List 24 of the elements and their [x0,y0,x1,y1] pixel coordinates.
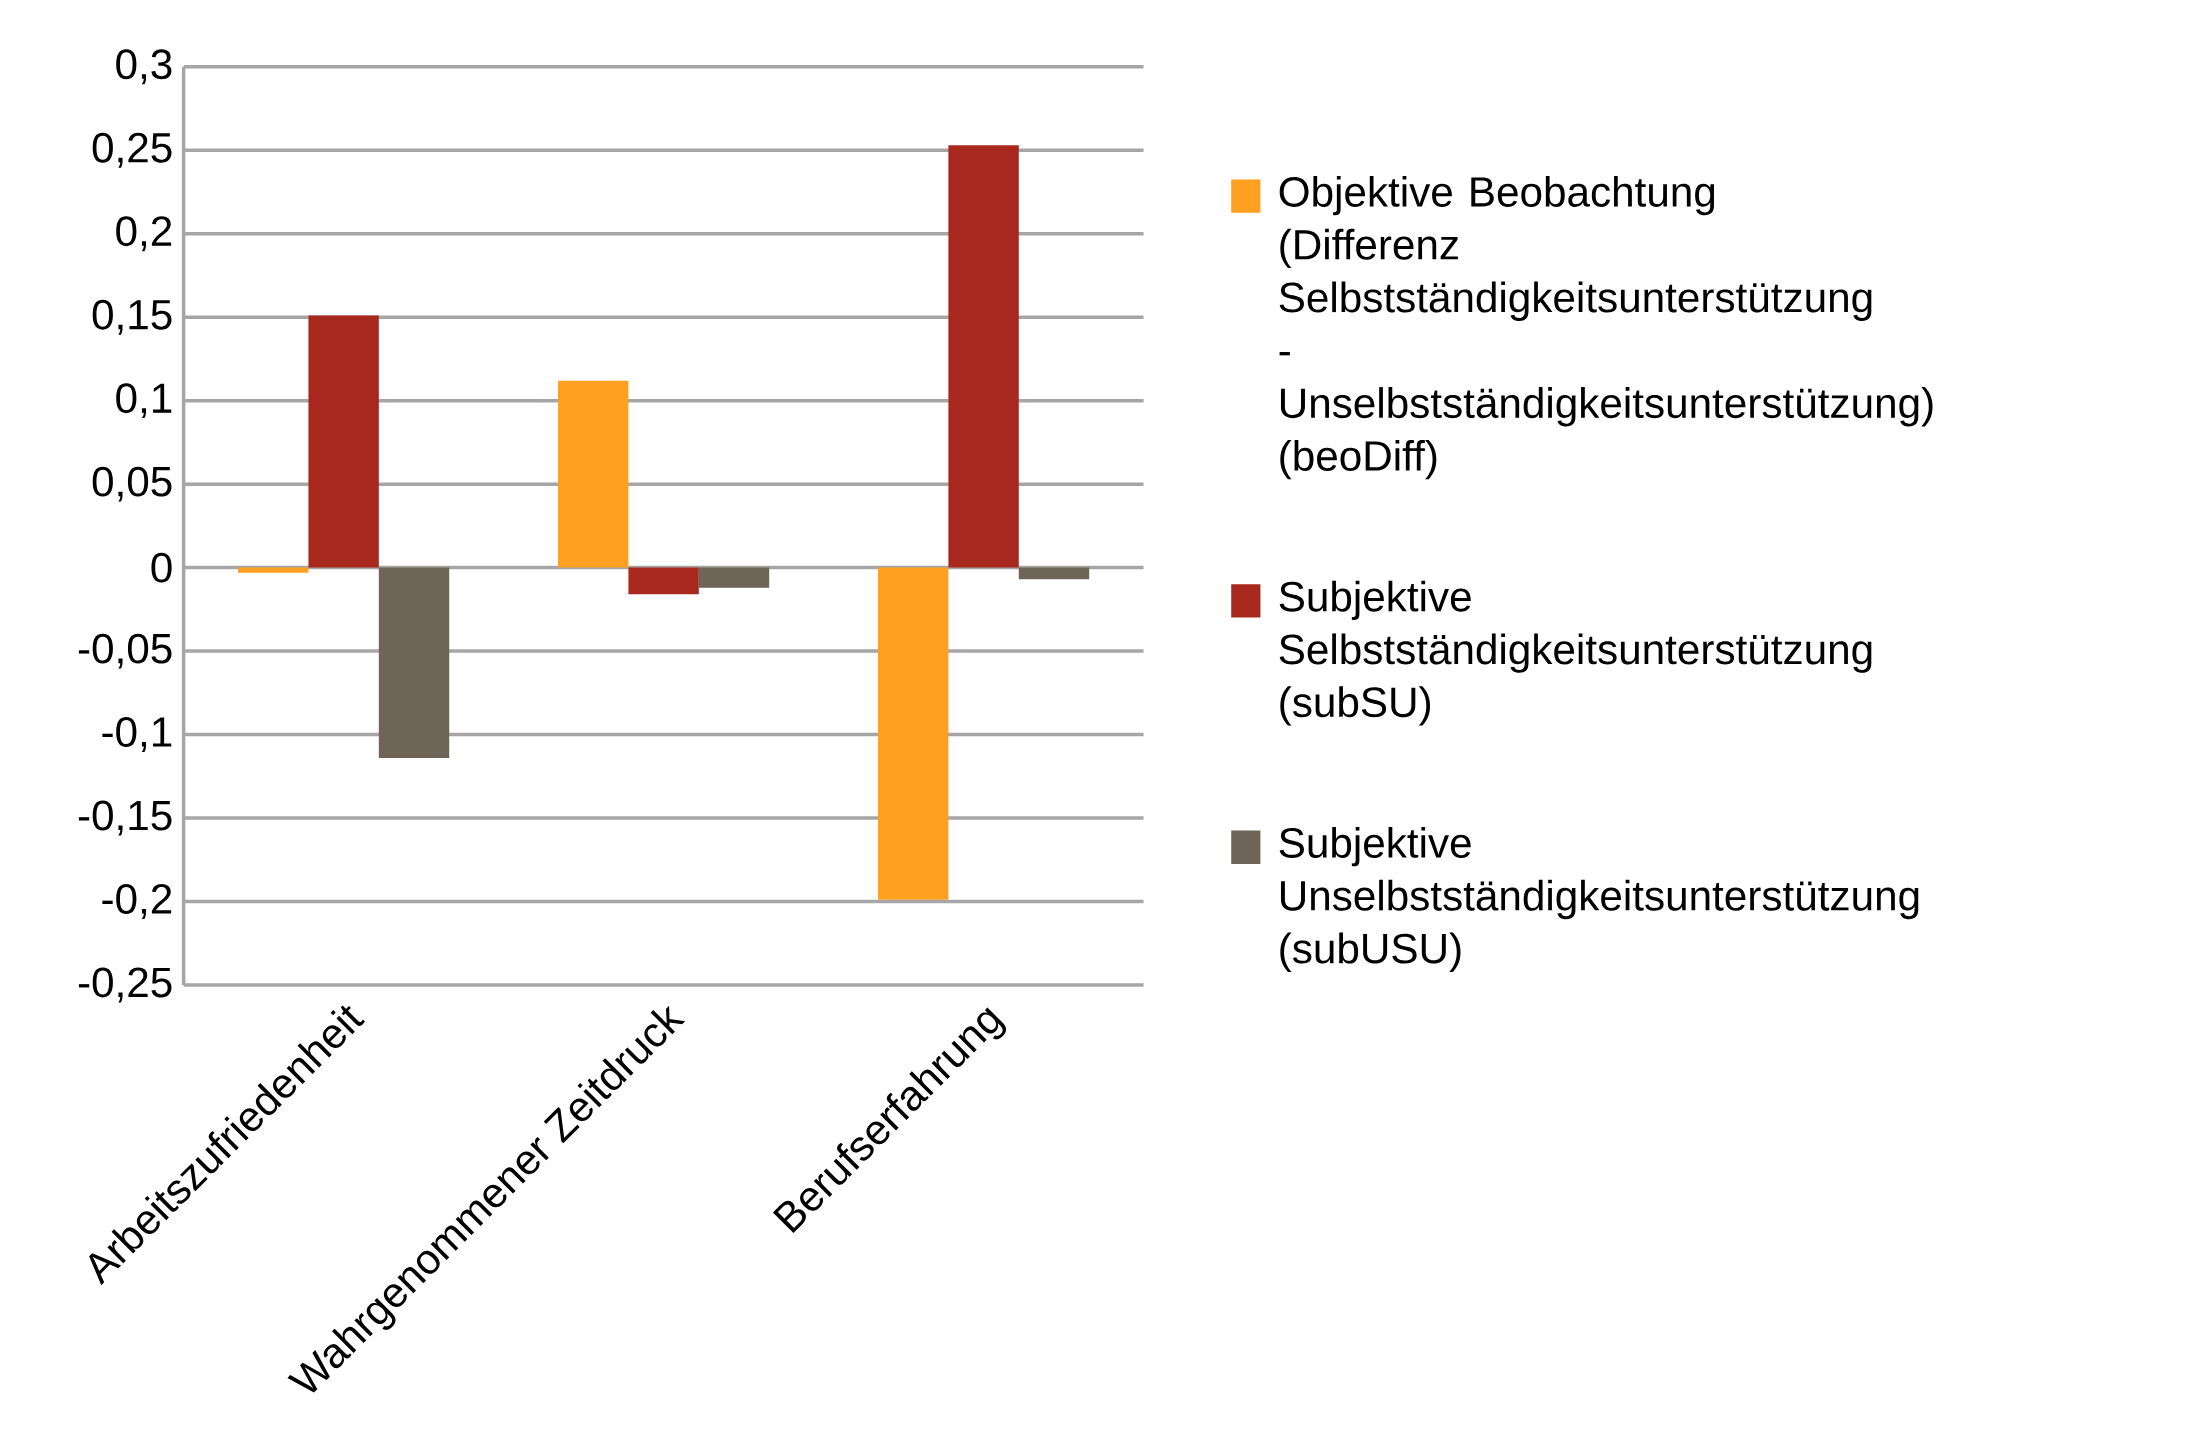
bar [877,567,949,900]
bar [238,567,309,573]
bar [1018,567,1090,580]
bar [558,380,629,568]
y-tick-label: -0,05 [78,633,172,669]
y-tick-label: -0,15 [78,800,172,836]
y-tick-label: -0,2 [102,883,172,919]
y-tick-label: -0,25 [78,967,172,1003]
y-tick-label: 0,25 [92,132,172,168]
bar [628,567,699,595]
y-tick-label: 0,3 [116,49,172,85]
legend-label: Subjektive Unselbstständigkeitsunterstützung (subUSU) [1279,826,1919,972]
y-tick-label: 0,1 [116,383,172,418]
bar [308,315,379,568]
y-tick-label: -0,1 [102,716,172,752]
bar [378,567,450,758]
bar [948,145,1019,568]
y-tick-label: 0,05 [92,466,172,502]
bar [698,567,770,588]
legend-label: Objektive Beobachtung (Differenz Selbstständigkeitsunterstützung - Unselbstständigkeitsunterstützung) (beoDiff) [1279,175,1933,480]
y-tick-label: 0 [151,552,172,583]
y-tick-label: 0,2 [116,216,172,251]
y-tick-label: 0,15 [92,299,172,335]
legend-label: Subjektive Selbstständigkeitsunterstützung (subSU) [1279,580,1872,726]
